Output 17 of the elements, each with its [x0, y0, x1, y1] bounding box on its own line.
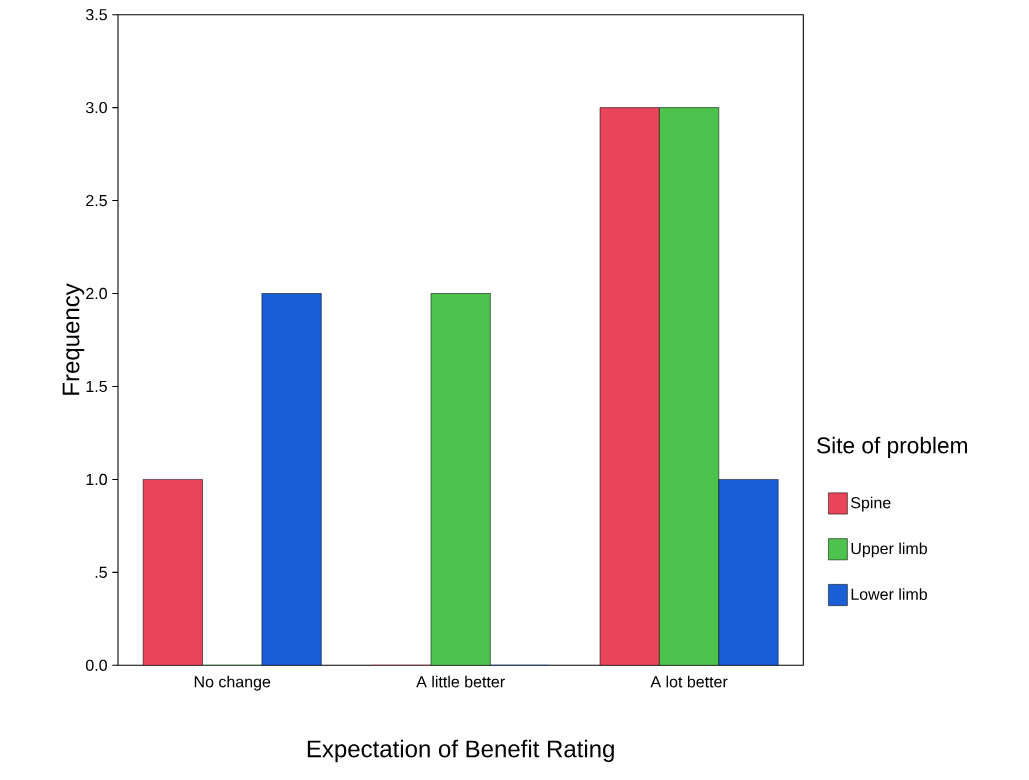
y-tick-label: 2.5: [86, 194, 107, 207]
x-axis-title: Expectation of Benefit Rating: [307, 739, 614, 763]
legend-label: Lower limb: [851, 588, 927, 600]
legend-label: Upper limb: [851, 542, 927, 558]
y-tick-label: 2.0: [86, 287, 107, 300]
legend-label: Spine: [851, 496, 891, 512]
x-tick-label: A little better: [416, 675, 505, 688]
y-tick-label: 1.0: [86, 473, 107, 486]
y-tick-label: .5: [95, 566, 107, 578]
y-tick-label: 3.0: [85, 101, 107, 114]
x-tick-label: No change: [194, 675, 271, 691]
legend-title: Site of problem: [817, 436, 967, 458]
y-tick-label: 1.5: [86, 380, 107, 393]
y-tick-label: 0.0: [85, 659, 107, 671]
y-axis-title: Frequency: [62, 283, 85, 395]
y-tick-label: 3.5: [85, 9, 107, 21]
x-tick-label: A lot better: [650, 675, 728, 688]
